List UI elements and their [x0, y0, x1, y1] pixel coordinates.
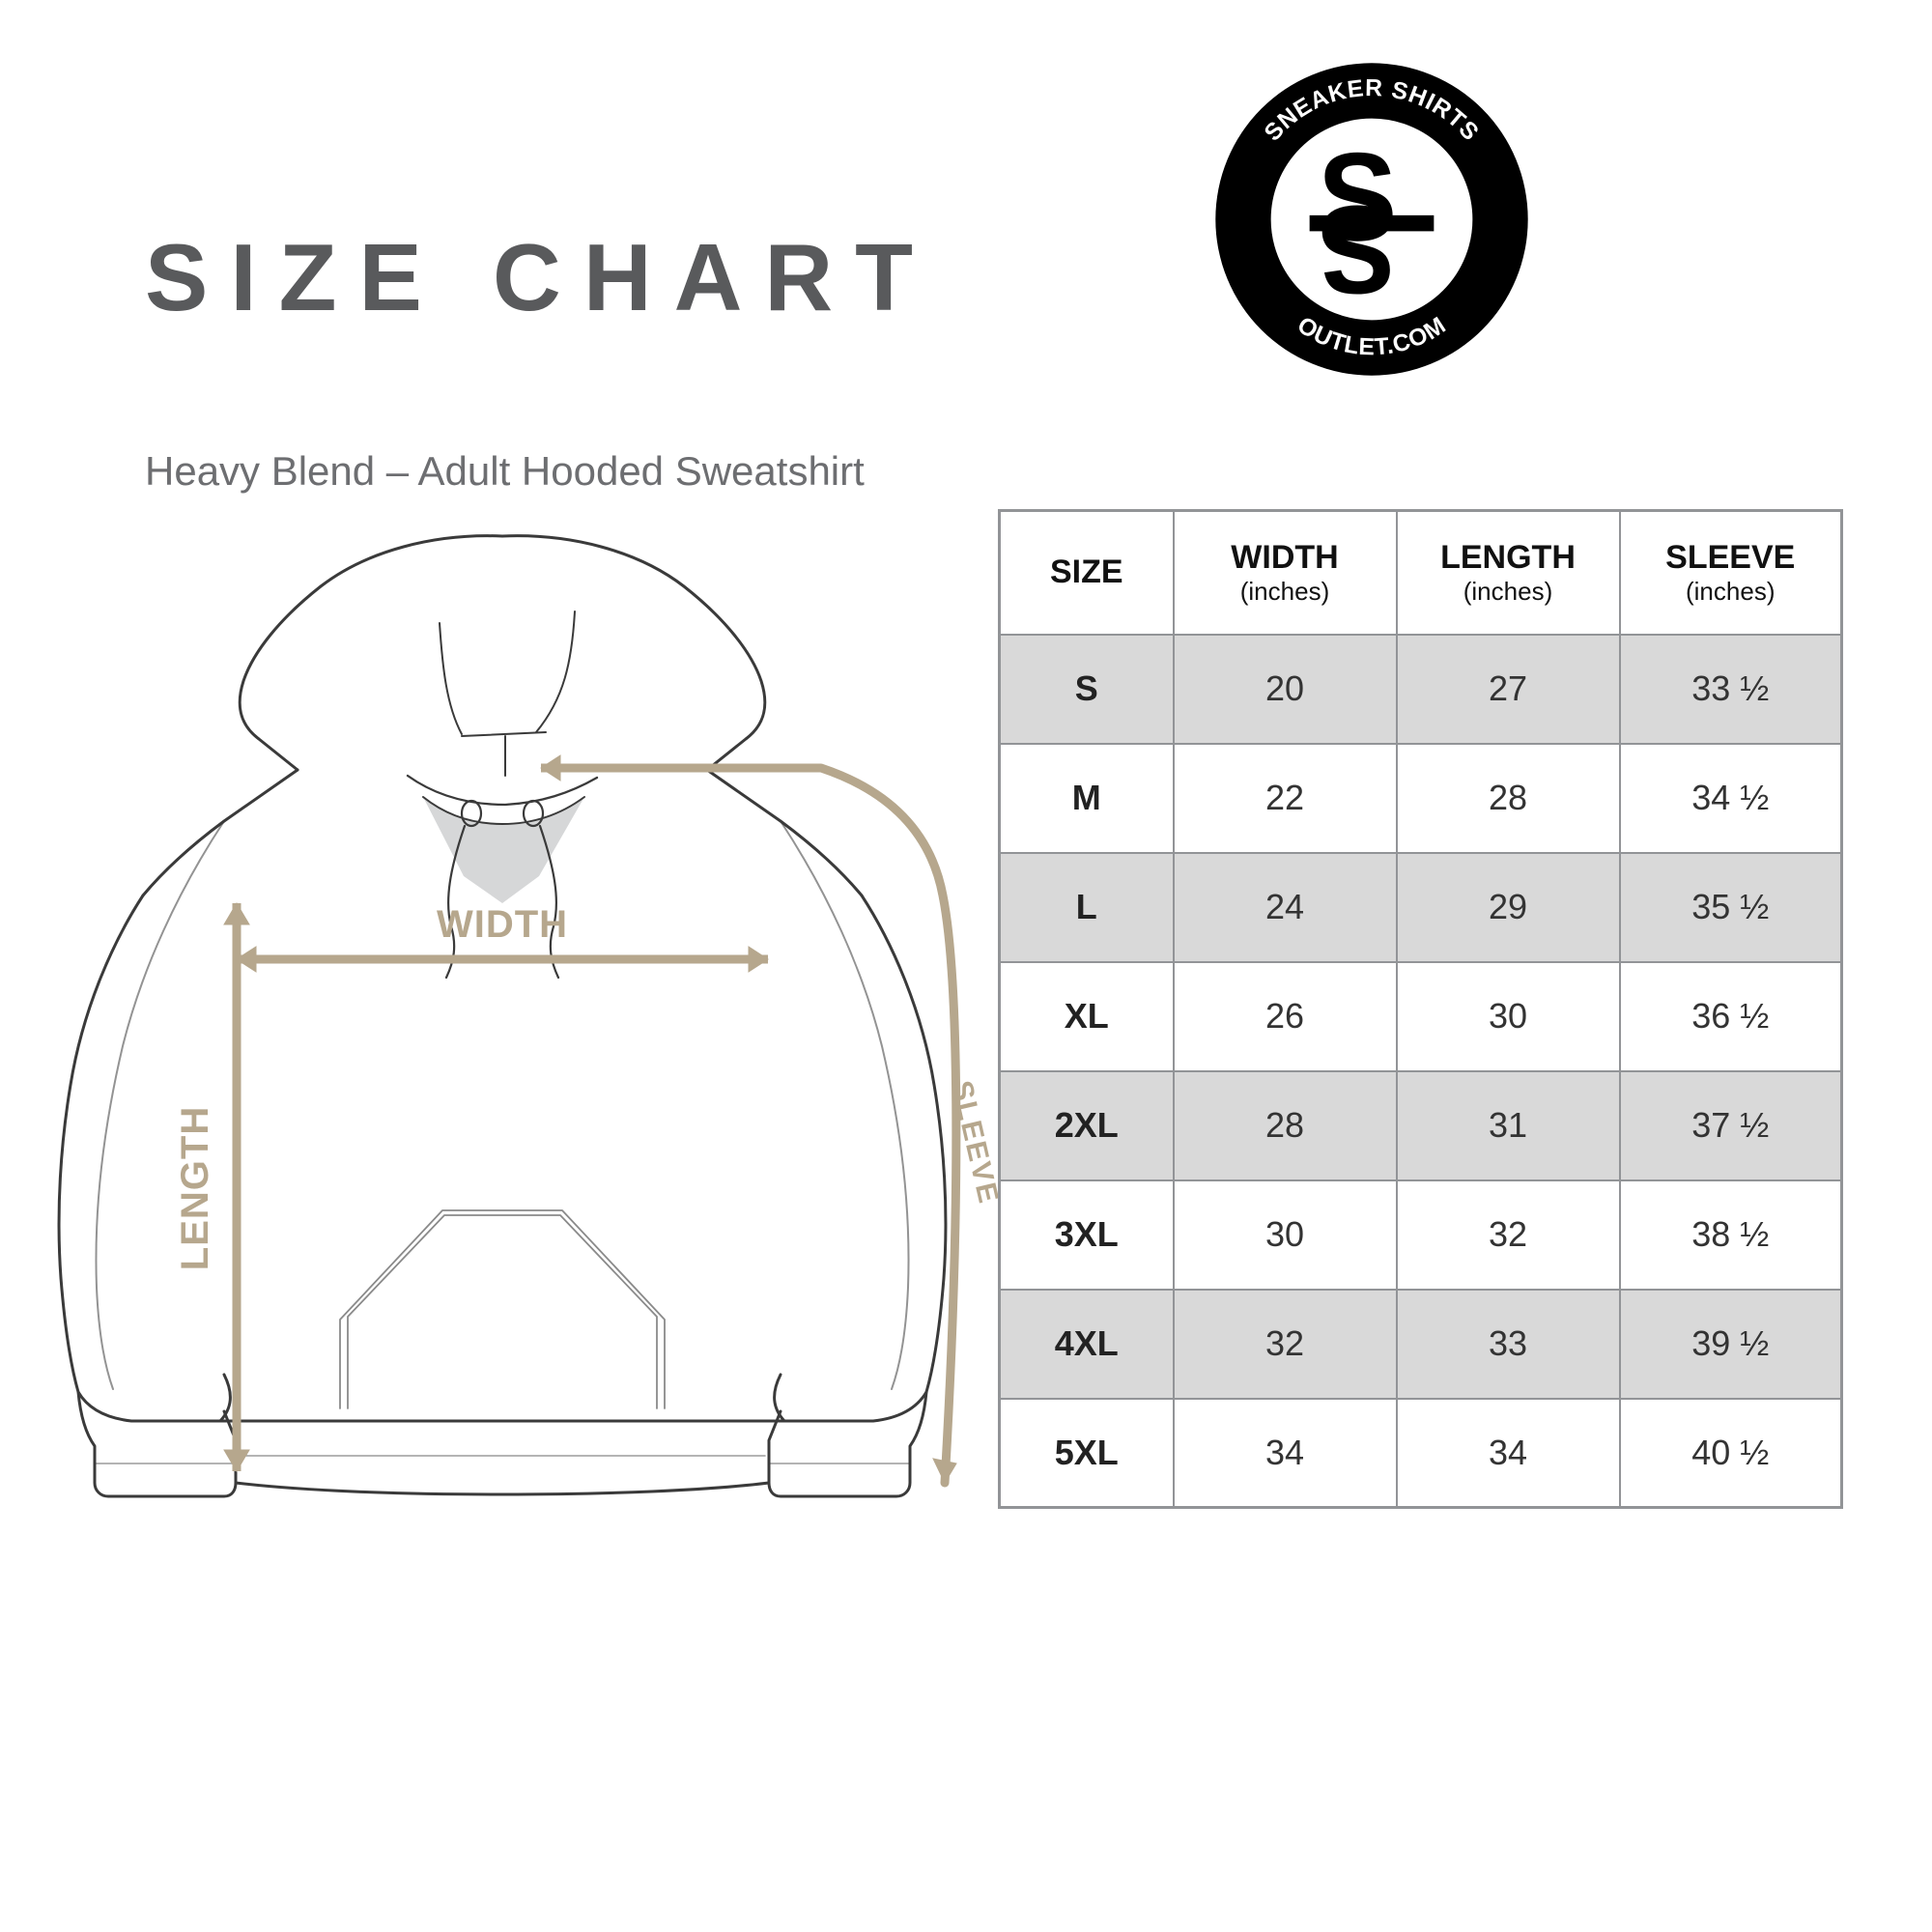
- svg-text:WIDTH: WIDTH: [437, 903, 568, 946]
- svg-text:LENGTH: LENGTH: [174, 1106, 216, 1270]
- svg-text:S: S: [1318, 180, 1398, 320]
